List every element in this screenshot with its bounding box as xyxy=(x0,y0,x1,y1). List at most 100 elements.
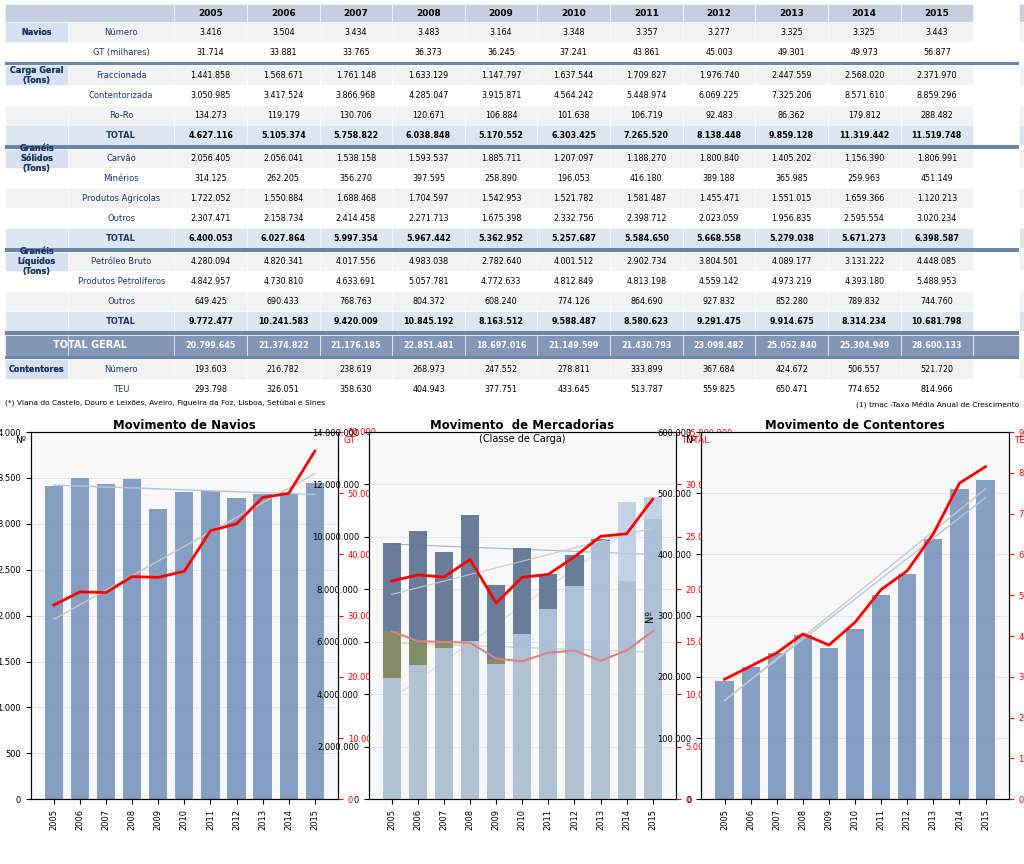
Bar xyxy=(538,188,610,208)
Bar xyxy=(392,334,465,356)
Text: 56.877: 56.877 xyxy=(923,48,950,57)
Text: 506.557: 506.557 xyxy=(848,365,881,374)
Text: 1.581.487: 1.581.487 xyxy=(627,194,667,203)
Text: 268.973: 268.973 xyxy=(412,365,445,374)
Bar xyxy=(465,62,538,66)
Bar xyxy=(1019,149,1024,168)
Bar xyxy=(683,125,756,145)
Text: 3.348: 3.348 xyxy=(562,28,585,37)
Text: 31.714: 31.714 xyxy=(197,48,224,57)
Bar xyxy=(465,42,538,62)
Text: GT: GT xyxy=(343,436,355,445)
Text: 21.430.793: 21.430.793 xyxy=(622,341,672,350)
Bar xyxy=(950,489,969,799)
Bar xyxy=(174,208,247,228)
Text: 649.425: 649.425 xyxy=(195,297,227,306)
Bar xyxy=(465,311,538,331)
Text: 1.455.471: 1.455.471 xyxy=(698,194,739,203)
Bar xyxy=(435,642,453,799)
Text: 2.307.471: 2.307.471 xyxy=(190,213,230,223)
Bar xyxy=(538,42,610,62)
Text: 5.967.442: 5.967.442 xyxy=(407,234,451,243)
Text: 3.866.968: 3.866.968 xyxy=(336,91,376,100)
Text: Minérios: Minérios xyxy=(103,174,139,183)
Bar xyxy=(5,228,68,248)
Text: 404.943: 404.943 xyxy=(413,384,444,394)
Bar xyxy=(174,125,247,145)
Bar xyxy=(68,379,174,399)
Text: Nº: Nº xyxy=(685,436,696,445)
Text: 258.890: 258.890 xyxy=(484,174,517,183)
Text: 1.704.597: 1.704.597 xyxy=(409,194,449,203)
Text: 690.433: 690.433 xyxy=(267,297,300,306)
Text: 4.730.810: 4.730.810 xyxy=(263,276,303,286)
Bar xyxy=(68,188,174,208)
Text: 1.659.366: 1.659.366 xyxy=(844,194,885,203)
Text: 25.304.949: 25.304.949 xyxy=(839,341,890,350)
Text: Carga Geral
(Tons): Carga Geral (Tons) xyxy=(10,66,63,86)
Text: 4.813.198: 4.813.198 xyxy=(627,276,667,286)
Bar xyxy=(392,62,465,66)
Bar xyxy=(900,66,973,86)
Bar xyxy=(683,208,756,228)
Bar xyxy=(1019,66,1024,86)
Bar xyxy=(68,331,174,334)
Text: 2009: 2009 xyxy=(488,9,514,18)
Bar xyxy=(683,379,756,399)
Text: 1.709.827: 1.709.827 xyxy=(626,71,667,80)
Bar xyxy=(465,125,538,145)
Text: 3.483: 3.483 xyxy=(417,28,439,37)
Bar xyxy=(174,379,247,399)
Bar xyxy=(392,105,465,125)
Bar xyxy=(538,271,610,291)
Text: 3.915.871: 3.915.871 xyxy=(481,91,521,100)
Text: 326.051: 326.051 xyxy=(267,384,300,394)
Bar xyxy=(465,4,538,22)
Text: 179.812: 179.812 xyxy=(848,111,881,120)
Text: 2005: 2005 xyxy=(199,9,223,18)
Bar xyxy=(756,105,828,125)
Bar xyxy=(319,271,392,291)
Text: Carga Geral
(Tons): Carga Geral (Tons) xyxy=(10,66,63,86)
Bar xyxy=(254,494,271,799)
Bar xyxy=(513,661,531,799)
Bar xyxy=(465,105,538,125)
Text: 1.976.740: 1.976.740 xyxy=(698,71,739,80)
Bar xyxy=(828,42,900,62)
Bar xyxy=(247,334,319,356)
Text: 8.859.296: 8.859.296 xyxy=(916,91,957,100)
Bar xyxy=(247,379,319,399)
Bar xyxy=(538,145,610,149)
Text: 262.205: 262.205 xyxy=(267,174,300,183)
Bar xyxy=(68,311,174,331)
Text: 5.584.650: 5.584.650 xyxy=(624,234,669,243)
Bar xyxy=(392,149,465,168)
Bar xyxy=(247,149,319,168)
Bar xyxy=(392,125,465,145)
Bar xyxy=(174,168,247,188)
Bar xyxy=(973,62,1019,66)
Bar xyxy=(683,271,756,291)
Bar xyxy=(538,228,610,248)
Bar xyxy=(1019,228,1024,248)
Bar xyxy=(465,248,538,251)
Bar xyxy=(247,168,319,188)
Text: 4.564.242: 4.564.242 xyxy=(554,91,594,100)
Bar xyxy=(828,334,900,356)
Text: 86.362: 86.362 xyxy=(778,111,806,120)
Bar xyxy=(756,149,828,168)
Bar xyxy=(538,105,610,125)
Bar xyxy=(973,334,1019,356)
Bar xyxy=(610,359,683,379)
Bar xyxy=(756,271,828,291)
Bar xyxy=(828,379,900,399)
Bar xyxy=(756,62,828,66)
Bar xyxy=(900,311,973,331)
Bar xyxy=(828,248,900,251)
Bar xyxy=(247,188,319,208)
Text: 4.089.177: 4.089.177 xyxy=(771,257,812,266)
Bar xyxy=(610,62,683,66)
Bar xyxy=(900,188,973,208)
Text: 3.164: 3.164 xyxy=(489,28,512,37)
Text: 8.580.623: 8.580.623 xyxy=(624,317,669,326)
